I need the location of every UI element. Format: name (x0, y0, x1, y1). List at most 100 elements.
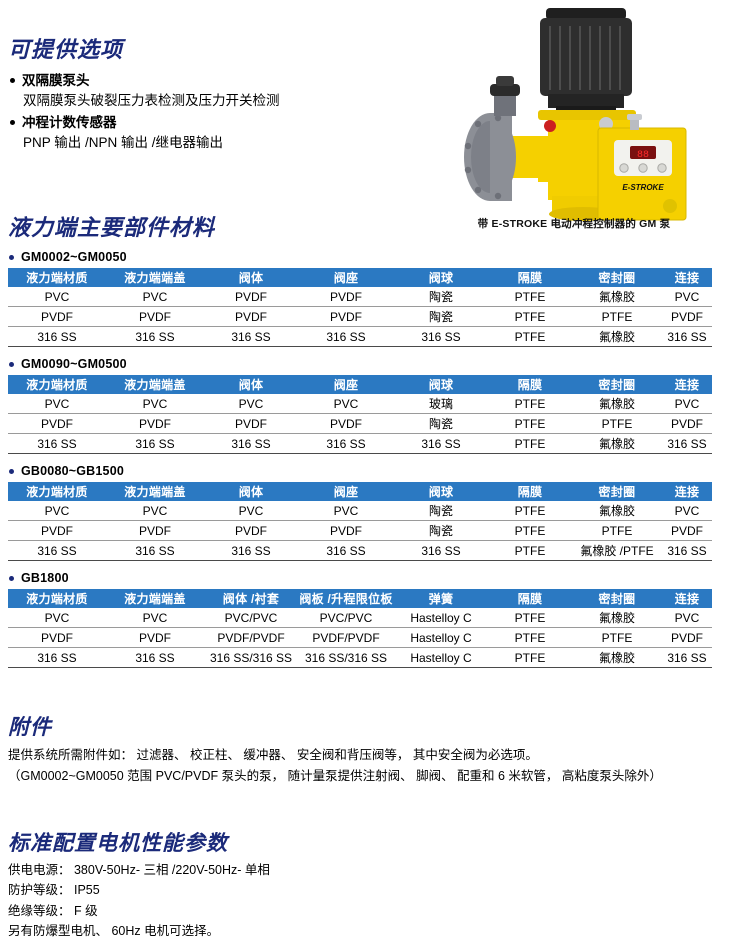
table-cell: PVC (8, 501, 106, 522)
table-cell: 氟橡胶 (572, 326, 662, 348)
column-header: 连接 (662, 268, 712, 288)
figure-caption: 带 E-STROKE 电动冲程控制器的 GM 泵 (477, 218, 671, 230)
table-cell: 316 SS/316 SS (298, 647, 394, 669)
table-cell: PTFE (488, 647, 572, 669)
table-cell: PVDF (204, 306, 298, 328)
table-cell: PVDF (204, 287, 298, 308)
table-cell: PVC (8, 394, 106, 415)
options-heading: 可提供选项 (8, 37, 124, 62)
materials-table: 液力端材质 液力端端盖 阀体 /衬套 阀板 /升程限位板 弹簧 隔膜 密封圈 连… (8, 589, 712, 669)
table-cell: 316 SS (106, 433, 204, 455)
table-cell: PVDF (8, 306, 106, 328)
table-cell: PTFE (488, 433, 572, 455)
column-header: 阀体 (204, 268, 298, 288)
column-header: 阀球 (394, 482, 488, 502)
table-cell: 316 SS (204, 540, 298, 562)
table-cell: PVC (662, 287, 712, 308)
table-cell: PVC/PVC (298, 608, 394, 629)
table-cell: 316 SS (106, 326, 204, 348)
table-row: PVC PVC PVC PVC 玻璃 PTFE 氟橡胶 PVC (8, 394, 712, 415)
table-cell: PVC (106, 394, 204, 415)
table-header-row: 液力端材质 液力端端盖 阀体 阀座 阀球 隔膜 密封圈 连接 (8, 268, 712, 288)
bullet-icon (10, 78, 15, 84)
table-cell: PVC (8, 287, 106, 308)
option-description: 双隔膜泵头破裂压力表检测及压力开关检测 (23, 92, 280, 108)
column-header: 阀座 (298, 482, 394, 502)
accessories-section: 附件 提供系统所需附件如： 过滤器、 校正柱、 缓冲器、 安全阀和背压阀等， 其… (8, 716, 742, 786)
table-cell: PTFE (488, 326, 572, 348)
bullet-icon (9, 576, 14, 582)
column-header: 弹簧 (394, 589, 488, 609)
table-cell: 氟橡胶 (572, 647, 662, 669)
column-header: 阀板 /升程限位板 (298, 589, 394, 609)
table-cell: 316 SS (298, 540, 394, 562)
table-cell: 316 SS (8, 540, 106, 562)
table-row: PVC PVC PVC/PVC PVC/PVC Hastelloy C PTFE… (8, 608, 712, 629)
table-cell: PVDF (8, 520, 106, 542)
table-cell: 氟橡胶 (572, 501, 662, 522)
column-header: 液力端端盖 (106, 375, 204, 395)
table-cell: PVDF (106, 413, 204, 435)
table-cell: PTFE (488, 306, 572, 328)
table-cell: PVDF (8, 413, 106, 435)
table-cell: PVC (298, 394, 394, 415)
column-header: 阀体 /衬套 (204, 589, 298, 609)
material-table-group: GB1800 液力端材质 液力端端盖 阀体 /衬套 阀板 /升程限位板 弹簧 隔… (8, 571, 742, 669)
table-cell: 316 SS (394, 326, 488, 348)
table-cell: PVDF/PVDF (204, 627, 298, 649)
table-cell: 316 SS (106, 647, 204, 669)
materials-section: 液力端主要部件材料 GM0002~GM0050 液力端材质 液力端端盖 阀体 阀… (8, 215, 742, 669)
bullet-icon (9, 469, 14, 475)
column-header: 液力端材质 (8, 268, 106, 288)
option-item: 双隔膜泵头 双隔膜泵头破裂压力表检测及压力开关检测 (8, 71, 398, 111)
column-header: 液力端端盖 (106, 482, 204, 502)
table-cell: PVDF (298, 287, 394, 308)
options-section: 可提供选项 双隔膜泵头 双隔膜泵头破裂压力表检测及压力开关检测 冲程计数传感器 … (8, 37, 398, 155)
table-cell: PTFE (488, 287, 572, 308)
motor-spec-line: 供电电源： 380V-50Hz- 三相 /220V-50Hz- 单相 (8, 863, 270, 878)
group-label-text: GM0002~GM0050 (21, 250, 127, 265)
table-row: PVC PVC PVC PVC 陶瓷 PTFE 氟橡胶 PVC (8, 501, 712, 522)
table-header-row: 液力端材质 液力端端盖 阀体 /衬套 阀板 /升程限位板 弹簧 隔膜 密封圈 连… (8, 589, 712, 609)
table-cell: PVC (204, 501, 298, 522)
table-cell: PVC (662, 394, 712, 415)
column-header: 液力端端盖 (106, 589, 204, 609)
group-label: GB1800 (8, 571, 742, 585)
table-cell: PVC (298, 501, 394, 522)
motor-spec-line: 绝缘等级： F 级 (8, 903, 98, 918)
column-header: 阀体 (204, 482, 298, 502)
table-cell: PVDF (298, 520, 394, 542)
materials-heading: 液力端主要部件材料 (8, 215, 216, 240)
option-title-text: 冲程计数传感器 (22, 115, 117, 130)
table-cell: 316 SS/316 SS (204, 647, 298, 669)
table-row: PVDF PVDF PVDF PVDF 陶瓷 PTFE PTFE PVDF (8, 306, 712, 328)
table-row: PVDF PVDF PVDF/PVDF PVDF/PVDF Hastelloy … (8, 627, 712, 649)
group-label-text: GB0080~GB1500 (21, 464, 125, 479)
motor-section: 标准配置电机性能参数 供电电源： 380V-50Hz- 三相 /220V-50H… (8, 832, 508, 941)
table-cell: PVC (204, 394, 298, 415)
table-cell: PVC (8, 608, 106, 629)
table-cell: PVDF (106, 627, 204, 649)
table-row: PVDF PVDF PVDF PVDF 陶瓷 PTFE PTFE PVDF (8, 413, 712, 435)
controller-display-value: 88 (637, 150, 649, 161)
material-table-group: GB0080~GB1500 液力端材质 液力端端盖 阀体 阀座 阀球 隔膜 密封… (8, 464, 742, 562)
options-list: 双隔膜泵头 双隔膜泵头破裂压力表检测及压力开关检测 冲程计数传感器 PNP 输出… (8, 71, 398, 153)
column-header: 隔膜 (488, 482, 572, 502)
column-header: 阀体 (204, 375, 298, 395)
table-cell: 316 SS (8, 433, 106, 455)
table-cell: PVC (106, 287, 204, 308)
table-cell: 陶瓷 (394, 306, 488, 328)
table-cell: PTFE (488, 501, 572, 522)
table-cell: 氟橡胶 /PTFE (572, 540, 662, 562)
table-cell: 玻璃 (394, 394, 488, 415)
table-row: 316 SS 316 SS 316 SS 316 SS 316 SS PTFE … (8, 540, 712, 562)
table-cell: 陶瓷 (394, 520, 488, 542)
materials-table: 液力端材质 液力端端盖 阀体 阀座 阀球 隔膜 密封圈 连接 PVC PVC P… (8, 375, 712, 455)
bullet-icon (10, 120, 15, 125)
pump-product-image: 88 E-STROKE (398, 0, 750, 236)
bullet-icon (9, 255, 14, 261)
table-cell: 316 SS (662, 326, 712, 348)
table-cell: PTFE (572, 520, 662, 542)
table-cell: PVC (106, 501, 204, 522)
